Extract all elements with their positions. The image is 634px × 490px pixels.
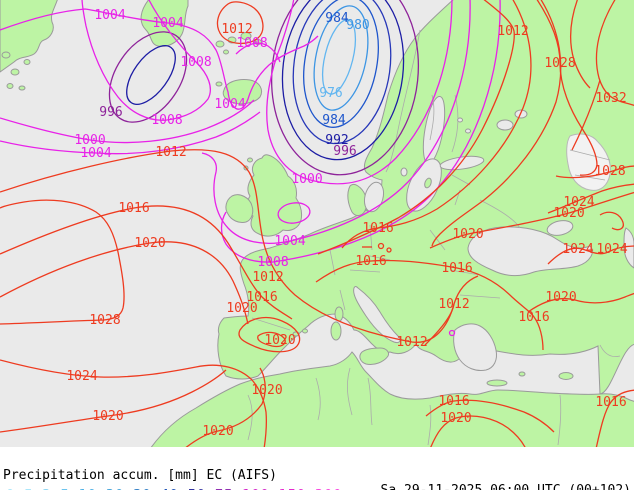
pressure-label-1024: 1024: [596, 242, 627, 257]
pressure-label-1020: 1020: [92, 409, 123, 424]
pressure-label-1012: 1012: [252, 270, 283, 285]
snow-white-patch: [566, 133, 611, 191]
pressure-label-1008: 1008: [257, 255, 288, 270]
adriatic-sea: [353, 286, 401, 343]
pressure-label-1008: 1008: [180, 55, 211, 70]
pressure-label-1016: 1016: [518, 310, 549, 325]
isobar-988: [292, 0, 392, 145]
pressure-label-1016: 1016: [246, 290, 277, 305]
pressure-label-1032: 1032: [595, 91, 626, 106]
pressure-label-984: 984: [325, 11, 349, 26]
sea-of-azov: [546, 220, 574, 236]
scale-value: 0.5: [6, 487, 33, 490]
land-sardinia: [330, 321, 342, 341]
gotland-island: [424, 177, 432, 189]
pressure-label-1016: 1016: [118, 201, 149, 216]
scale-value: 2: [42, 487, 51, 490]
pressure-label-1016: 1016: [595, 395, 626, 410]
pressure-label-1020: 1020: [202, 424, 233, 439]
pressure-label-1020: 1020: [264, 333, 295, 348]
pressure-label-1012: 1012: [221, 22, 252, 37]
pressure-label-1004: 1004: [274, 234, 305, 249]
land-cyprus: [558, 372, 574, 380]
scale-value: 30: [133, 487, 151, 490]
pressure-label-1020: 1020: [134, 236, 165, 251]
legend-bar: Precipitation accum. [mm] EC (AIFS) Sa 2…: [0, 447, 634, 490]
pressure-label-1016: 1016: [438, 394, 469, 409]
inland-seas-layer: [353, 95, 634, 371]
pressure-label-1024: 1024: [562, 242, 593, 257]
legend-datetime: Sa 29-11-2025 06:00 UTC (00+102): [381, 483, 631, 490]
scale-value: 150: [279, 487, 306, 490]
pressure-label-1016: 1016: [355, 254, 386, 269]
scale-value: 75: [215, 487, 233, 490]
legend-title: Precipitation accum. [mm] EC (AIFS): [3, 468, 277, 483]
pressure-label-1020: 1020: [545, 290, 576, 305]
precipitation-scale: 0.5 2 5 10 20 30 40 50 75 100 150 200: [6, 487, 351, 490]
pressure-label-1016: 1016: [441, 261, 472, 276]
land-ireland: [225, 194, 254, 223]
land-iceland: [222, 79, 263, 105]
pressure-label-980: 980: [346, 18, 369, 33]
lake-ladoga: [496, 119, 514, 131]
pressure-label-1020: 1020: [440, 411, 471, 426]
land-north-africa: [150, 351, 634, 447]
scale-value: 200: [315, 487, 342, 490]
pressure-label-984: 984: [322, 113, 346, 128]
land-corsica: [334, 306, 344, 322]
isobar-992: [281, 0, 405, 161]
isobars-magenta: [0, 0, 501, 337]
pressure-label-1004: 1004: [94, 8, 125, 23]
isobar-980: [313, 5, 369, 111]
pressure-label-1028: 1028: [89, 313, 120, 328]
scale-value: 100: [242, 487, 269, 490]
scale-value: 20: [106, 487, 124, 490]
pressure-label-1020: 1020: [452, 227, 483, 242]
isobar-976: [321, 19, 357, 95]
pressure-label-1004: 1004: [80, 146, 111, 161]
isobar-996: [270, 0, 420, 176]
pressure-label-996: 996: [333, 144, 356, 159]
pressure-label-1012: 1012: [396, 335, 427, 350]
pressure-label-1012: 1012: [155, 145, 186, 160]
pressure-label-1020: 1020: [553, 206, 584, 221]
aegean-sea: [453, 323, 497, 371]
pressure-label-1020: 1020: [226, 301, 257, 316]
scale-value: 50: [188, 487, 206, 490]
pressure-label-1000: 1000: [291, 172, 322, 187]
land-uk: [246, 154, 303, 237]
pressure-precipitation-map[interactable]: 1004 1004 1012 1008 1008 1004 996 1000 1004 1008 9…: [0, 0, 634, 447]
isobar-layer: [0, 0, 634, 447]
pressure-label-1008: 1008: [151, 113, 182, 128]
pressure-label-1000: 1000: [74, 133, 105, 148]
legend-row-2: 0.525102030405075100150200 ©weatheronlin…: [0, 471, 634, 490]
pressure-label-1004: 1004: [214, 97, 245, 112]
pressure-label-1004: 1004: [152, 16, 183, 31]
legend-row-1: Precipitation accum. [mm] EC (AIFS) Sa 2…: [0, 453, 634, 490]
land-sicily: [359, 347, 389, 365]
pressure-label-1028: 1028: [544, 56, 575, 71]
pressure-label-1012: 1012: [438, 297, 469, 312]
pressure-label-1024: 1024: [66, 369, 97, 384]
scale-value: 10: [79, 487, 97, 490]
pressure-label-1028: 1028: [594, 164, 625, 179]
pressure-label-976: 976: [319, 86, 342, 101]
land-crete: [486, 379, 508, 387]
isobar-984: [303, 0, 379, 128]
pressure-label-996: 996: [99, 105, 122, 120]
scale-value: 5: [61, 487, 70, 490]
pressure-label-1024: 1024: [563, 195, 594, 210]
pressure-label-1008: 1008: [236, 36, 267, 51]
isobars-red: [0, 0, 634, 447]
pressure-label-1016: 1016: [362, 221, 393, 236]
pressure-label-992: 992: [325, 133, 348, 148]
pressure-label-1020: 1020: [251, 383, 282, 398]
gulf-of-finland: [439, 155, 485, 171]
caspian-edge: [623, 227, 634, 269]
pressure-label-1012: 1012: [497, 24, 528, 39]
scale-value: 40: [160, 487, 178, 490]
